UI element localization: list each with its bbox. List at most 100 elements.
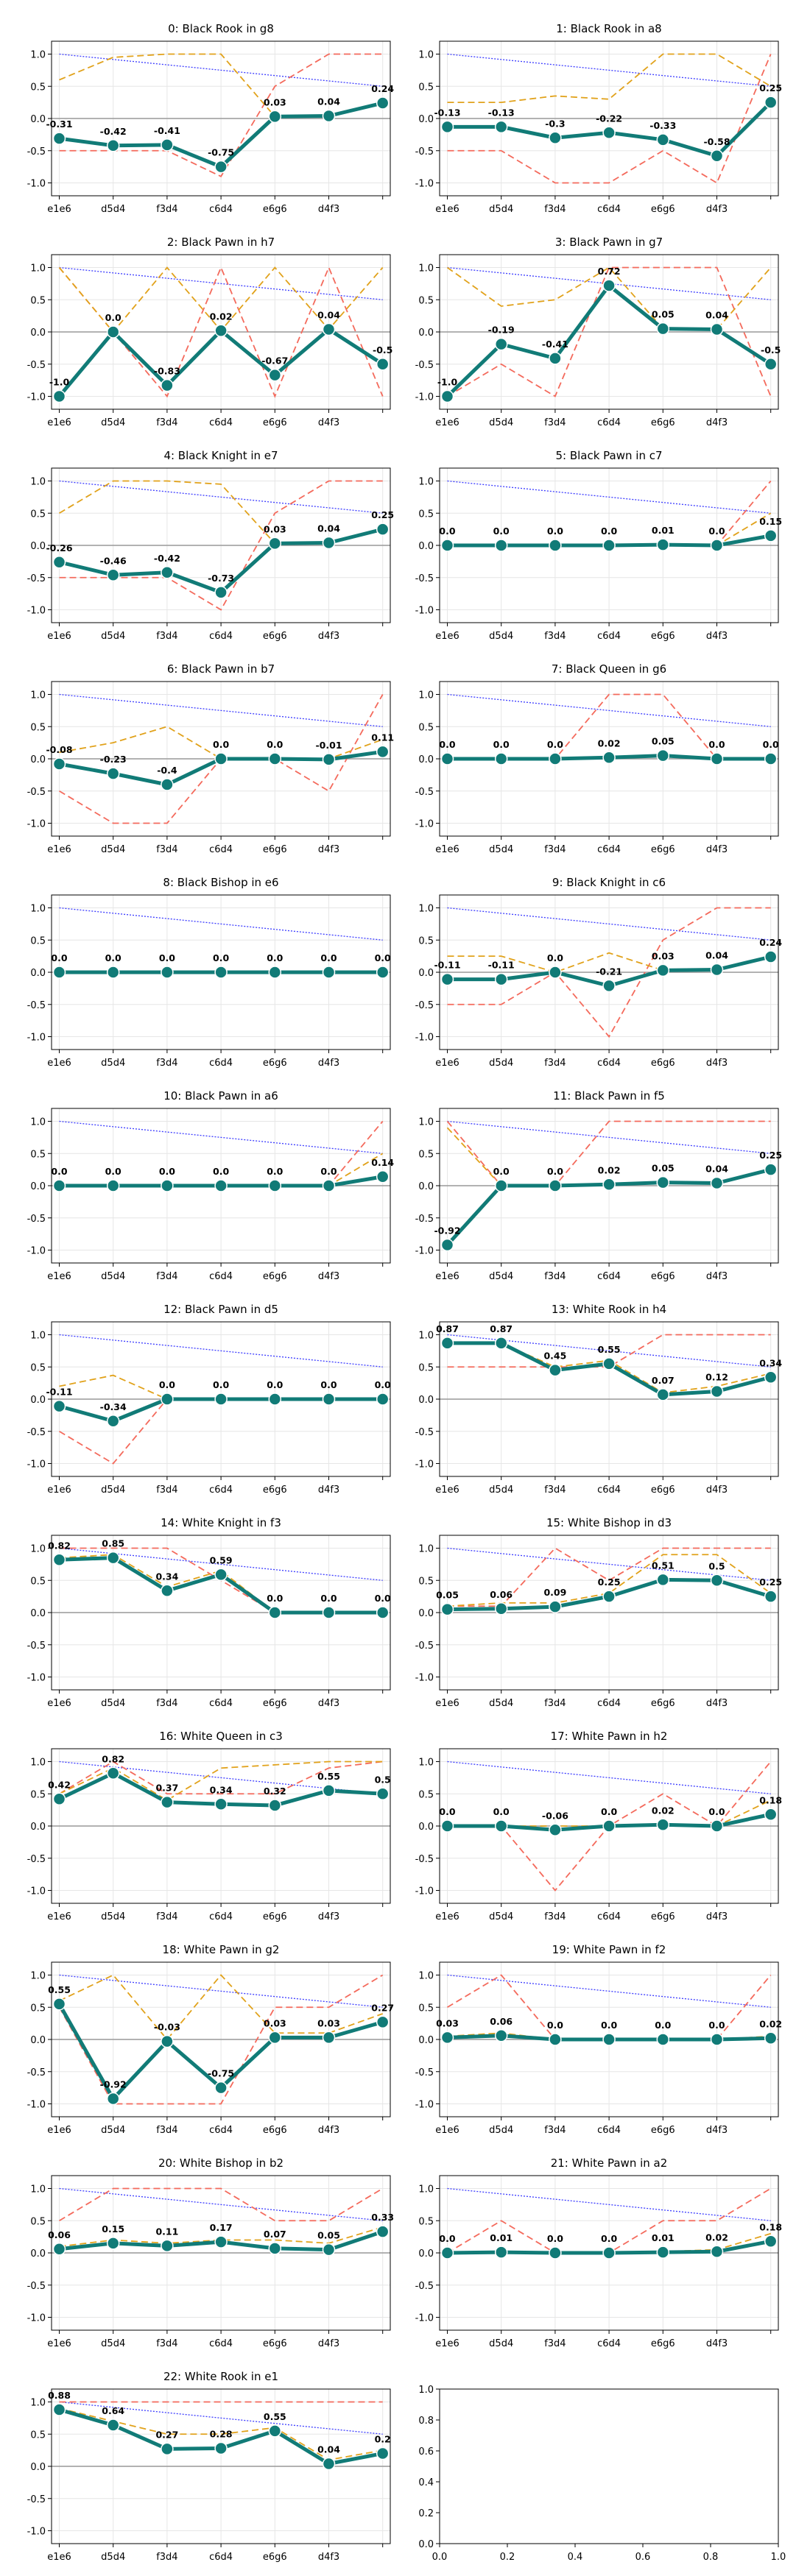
x-tick-label: d4f3 bbox=[318, 1058, 339, 1069]
main-series-point bbox=[268, 752, 282, 765]
main-series-point bbox=[106, 767, 120, 780]
main-series-point bbox=[52, 757, 66, 771]
x-tick-label: e1e6 bbox=[435, 1058, 459, 1069]
main-series-point bbox=[764, 950, 778, 963]
main-series-point bbox=[549, 1363, 562, 1377]
panel-title: 18: White Pawn in g2 bbox=[163, 1943, 280, 1956]
main-series-point bbox=[106, 1179, 120, 1192]
main-series-point bbox=[214, 2081, 228, 2095]
main-series-point bbox=[268, 1606, 282, 1619]
y-tick-label: 1.0 bbox=[418, 2385, 434, 2396]
main-series-point bbox=[268, 1393, 282, 1406]
main-series-point bbox=[268, 368, 282, 382]
data-label: 0.0 bbox=[213, 1166, 229, 1177]
data-label: 0.14 bbox=[371, 1157, 394, 1168]
panel-title: 5: Black Pawn in c7 bbox=[555, 449, 662, 462]
main-series-point bbox=[710, 539, 724, 552]
data-label: -0.92 bbox=[100, 2079, 127, 2090]
x-tick-label: e6g6 bbox=[651, 204, 675, 215]
main-series-point bbox=[602, 1819, 616, 1833]
data-label: 0.25 bbox=[759, 1577, 782, 1588]
main-series-point bbox=[440, 972, 454, 986]
main-series-point bbox=[268, 966, 282, 979]
y-tick-label: 0.5 bbox=[418, 722, 434, 733]
data-label: 0.0 bbox=[267, 952, 283, 963]
y-tick-label: 0.0 bbox=[418, 541, 434, 552]
data-label: 0.0 bbox=[601, 526, 617, 537]
data-label: 0.88 bbox=[48, 2390, 71, 2401]
y-tick-label: 0.0 bbox=[30, 2462, 46, 2473]
y-tick-label: 0.4 bbox=[418, 2477, 434, 2488]
x-tick-label: d4f3 bbox=[318, 417, 339, 428]
data-label: 0.01 bbox=[490, 2232, 513, 2243]
data-label: 0.04 bbox=[705, 1164, 728, 1175]
data-label: 0.18 bbox=[759, 1794, 782, 1805]
x-tick-label: e6g6 bbox=[651, 1058, 675, 1069]
data-label: 0.82 bbox=[48, 1540, 71, 1551]
main-series-point bbox=[710, 1574, 724, 1587]
main-series-point bbox=[161, 566, 174, 579]
main-series-point bbox=[710, 752, 724, 765]
x-tick-label: e6g6 bbox=[651, 1271, 675, 1282]
y-tick-label: 0.6 bbox=[418, 2446, 434, 2458]
data-label: -0.75 bbox=[208, 147, 234, 158]
main-series-point bbox=[494, 1602, 508, 1616]
main-series-point bbox=[494, 2246, 508, 2259]
x-tick-label: d4f3 bbox=[318, 1271, 339, 1282]
x-tick-label: d5d4 bbox=[489, 1058, 513, 1069]
x-tick-label: 0.8 bbox=[703, 2552, 719, 2563]
data-label: 0.5 bbox=[708, 1560, 725, 1571]
data-label: -0.23 bbox=[100, 754, 127, 765]
main-series-point bbox=[376, 358, 390, 371]
main-series-point bbox=[322, 536, 336, 550]
x-tick-label: e6g6 bbox=[651, 2338, 675, 2349]
data-label: 0.04 bbox=[705, 310, 728, 321]
y-tick-label: -0.5 bbox=[415, 146, 434, 158]
y-tick-label: 0.8 bbox=[418, 2416, 434, 2427]
x-tick-label: f3d4 bbox=[156, 2552, 177, 2563]
panel-title: 9: Black Knight in c6 bbox=[552, 876, 666, 889]
x-tick-label: e1e6 bbox=[47, 417, 71, 428]
x-tick-label: d5d4 bbox=[101, 2338, 125, 2349]
main-series-point bbox=[710, 2245, 724, 2258]
x-tick-label: c6d4 bbox=[209, 2125, 233, 2136]
panel-title: 17: White Pawn in h2 bbox=[551, 1730, 668, 1743]
panel-title: 20: White Bishop in b2 bbox=[158, 2156, 284, 2170]
data-label: 0.24 bbox=[371, 83, 394, 94]
x-tick-label: d4f3 bbox=[706, 2125, 728, 2136]
data-label: 0.51 bbox=[652, 1560, 675, 1571]
data-label: 0.34 bbox=[210, 1784, 233, 1795]
y-tick-label: 0.5 bbox=[30, 2003, 46, 2014]
main-series-point bbox=[494, 1337, 508, 1350]
x-tick-label: c6d4 bbox=[209, 1698, 233, 1709]
x-tick-label: d4f3 bbox=[706, 1271, 728, 1282]
data-label: -0.42 bbox=[154, 553, 180, 564]
main-series-point bbox=[656, 1388, 670, 1401]
x-tick-label: d5d4 bbox=[489, 204, 513, 215]
main-series-point bbox=[710, 1819, 724, 1833]
y-tick-label: 0.0 bbox=[30, 2248, 46, 2260]
x-tick-label: e1e6 bbox=[47, 844, 71, 855]
empty-panel: 0.0 0.0 0.2 0.2 0.4 0.4 0.6 0.6 0.8 0.8 1.0 1.0 bbox=[418, 2385, 786, 2563]
main-series-point bbox=[656, 2246, 670, 2259]
main-series-point bbox=[602, 1590, 616, 1603]
y-tick-label: 0.0 bbox=[30, 328, 46, 339]
main-series-point bbox=[440, 2246, 454, 2260]
data-label: 0.0 bbox=[267, 1379, 283, 1390]
y-tick-label: 0.5 bbox=[30, 2216, 46, 2227]
data-label: 0.15 bbox=[759, 516, 782, 527]
panel-12: 12: Black Pawn in d5 -0.11 -0.34 0.0 0.0 0.0 0… bbox=[27, 1303, 391, 1496]
main-series-point bbox=[161, 1795, 174, 1809]
data-label: 0.2 bbox=[375, 2434, 391, 2445]
main-series-point bbox=[52, 132, 66, 145]
main-series-point bbox=[656, 2033, 670, 2046]
reference-line bbox=[447, 2187, 771, 2221]
x-tick-label: e6g6 bbox=[651, 844, 675, 855]
data-label: 0.27 bbox=[371, 2002, 394, 2013]
data-label: -0.22 bbox=[596, 113, 622, 124]
x-tick-label: f3d4 bbox=[544, 204, 566, 215]
x-tick-label: e1e6 bbox=[435, 1911, 459, 1922]
data-label: -0.08 bbox=[46, 744, 72, 755]
y-tick-label: -1.0 bbox=[415, 1246, 434, 1257]
data-label: 0.0 bbox=[51, 1166, 67, 1177]
